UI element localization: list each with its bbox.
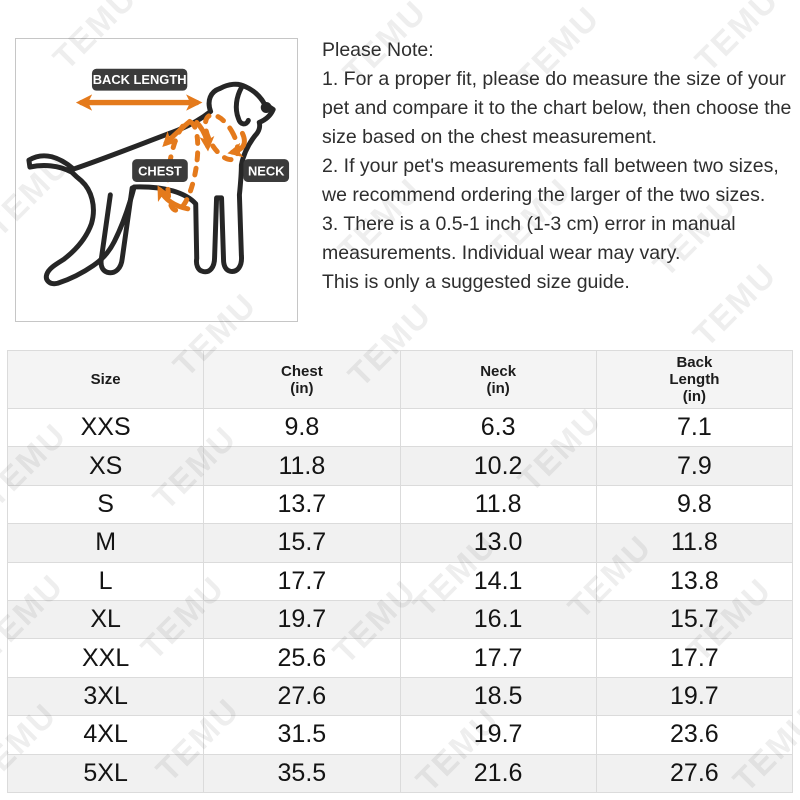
value-cell: 16.1 [399,599,597,640]
table-header: Size Chest (in) Neck (in) Back Length (in) [6,350,794,409]
value-cell: 11.8 [203,446,401,486]
dog-far-hind-leg [98,185,135,276]
value-cell: 27.6 [595,753,794,793]
chest-arrow-bottom [157,185,191,212]
size-cell: 3XL [6,676,205,717]
value-cell: 27.6 [203,676,401,717]
size-cell: L [6,561,205,601]
size-cell: M [6,523,205,563]
size-chart-table: Size Chest (in) Neck (in) Back Length (in) XXS 9… [6,350,794,793]
value-cell: 13.8 [595,561,794,601]
col-header-neck: Neck (in) [399,350,597,409]
value-cell: 17.7 [399,638,597,678]
dog-body-outline [26,81,276,287]
value-cell: 11.8 [399,484,597,525]
value-cell: 13.0 [399,523,597,563]
col-header-chest: Chest (in) [203,350,401,409]
diagram-labels: BACK LENGTH CHEST NECK [91,68,290,182]
note-footer: This is only a suggested size guide. [322,271,630,293]
note-section: Please Note: 1. For a proper fit, please… [322,36,798,297]
dog-measurement-illustration: BACK LENGTH CHEST NECK [26,68,290,287]
value-cell: 14.1 [399,561,597,601]
col-header-back-length: Back Length (in) [595,350,794,409]
note-title: Please Note: [322,39,434,61]
back-length-label [91,68,188,91]
value-cell: 7.1 [595,407,794,448]
note-item-3: 3. There is a 0.5-1 inch (1-3 cm) error … [322,213,736,264]
value-cell: 25.6 [203,638,401,678]
size-cell: XXS [6,407,205,448]
value-cell: 10.2 [399,446,597,486]
dog-outline [26,81,276,287]
note-item-2: 2. If your pet's measurements fall betwe… [322,155,779,206]
size-cell: XL [6,599,205,640]
value-cell: 9.8 [203,407,401,448]
value-cell: 23.6 [595,715,794,755]
note-item-1: 1. For a proper fit, please do measure t… [322,68,792,148]
measurement-diagram: BACK LENGTH CHEST NECK [15,38,298,322]
chest-label-text: CHEST [138,164,182,179]
neck-label-text: NECK [248,164,285,179]
table-row: XXS 9.8 6.3 7.1 [6,407,794,448]
table-row: 5XL 35.5 21.6 27.6 [6,753,794,793]
value-cell: 35.5 [203,753,401,793]
table-row: XXL 25.6 17.7 17.7 [6,638,794,678]
chest-label [132,159,188,182]
value-cell: 19.7 [203,599,401,640]
dog-nose [260,102,272,113]
value-cell: 15.7 [595,599,794,640]
table-row: M 15.7 13.0 11.8 [6,523,794,563]
size-cell: XXL [6,638,205,678]
dog-ear-inner-line [233,85,251,127]
table-row: 4XL 31.5 19.7 23.6 [6,715,794,755]
value-cell: 17.7 [595,638,794,678]
neck-measure-ellipse [202,112,241,163]
value-cell: 11.8 [595,523,794,563]
size-cell: 5XL [6,753,205,793]
back-length-label-text: BACK LENGTH [93,72,187,87]
neck-arrow [227,130,247,158]
size-cell: XS [6,446,205,486]
table-row: XS 11.8 10.2 7.9 [6,446,794,486]
value-cell: 7.9 [595,446,794,486]
value-cell: 18.5 [399,676,597,717]
value-cell: 31.5 [203,715,401,755]
size-cell: S [6,484,205,525]
value-cell: 9.8 [595,484,794,525]
table-row: XL 19.7 16.1 15.7 [6,599,794,640]
value-cell: 6.3 [399,407,597,448]
value-cell: 21.6 [399,753,597,793]
chest-arrow-top-right [194,119,215,152]
col-header-size: Size [6,350,205,409]
table-row: 3XL 27.6 18.5 19.7 [6,676,794,717]
value-cell: 13.7 [203,484,401,525]
neck-label [243,159,290,182]
value-cell: 15.7 [203,523,401,563]
table-row: L 17.7 14.1 13.8 [6,561,794,601]
value-cell: 17.7 [203,561,401,601]
value-cell: 19.7 [399,715,597,755]
table-row: S 13.7 11.8 9.8 [6,484,794,525]
size-cell: 4XL [6,715,205,755]
value-cell: 19.7 [595,676,794,717]
chest-arrow-top-left [162,118,193,147]
